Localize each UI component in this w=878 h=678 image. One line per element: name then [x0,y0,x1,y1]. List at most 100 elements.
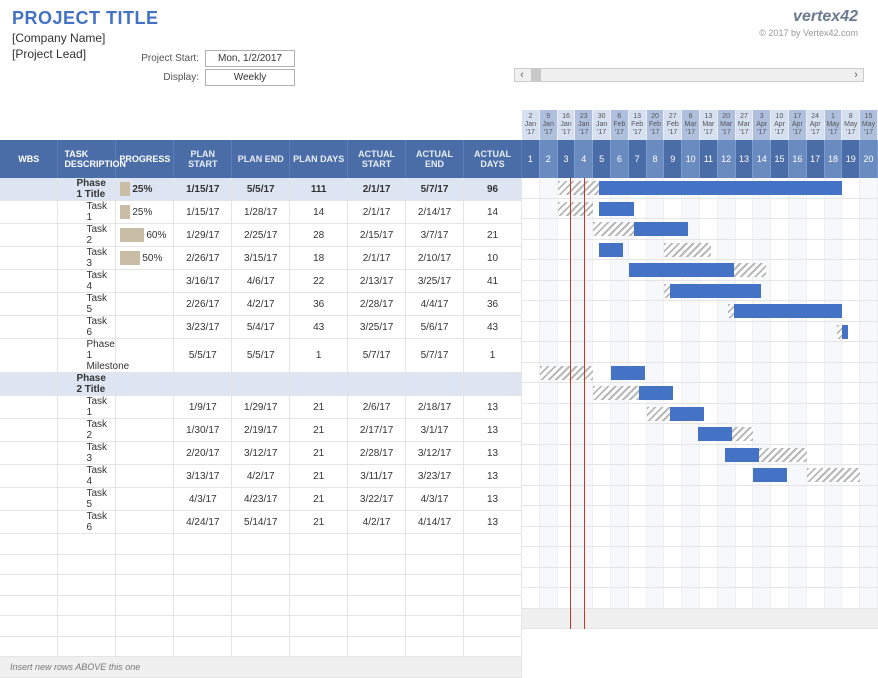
task-row[interactable]: Task 260%1/29/172/25/17282/15/173/7/1721 [0,224,522,247]
empty-row[interactable] [0,595,522,616]
col-wbs: WBS [0,140,58,178]
gantt-row [522,342,878,363]
timeline-week-cell: 1 [522,140,540,178]
gantt-row [522,383,878,404]
gantt-row [522,178,878,199]
plan-bar [753,448,806,462]
task-row[interactable]: Task 125%1/15/171/28/17142/1/172/14/1714 [0,201,522,224]
task-row[interactable]: Task 43/13/174/2/17213/11/173/23/1713 [0,465,522,488]
timeline-date-cell: 16Jan'17 [558,110,576,140]
empty-row[interactable] [0,616,522,637]
project-start-label: Project Start: [130,53,205,64]
timeline-week-cell: 9 [664,140,682,178]
timeline-date-cell: 30Jan'17 [593,110,611,140]
phase-row[interactable]: Phase 2 Title [0,373,522,396]
timeline-date-cell: 23Jan'17 [575,110,593,140]
timeline-date-cell: 27Mar'17 [736,110,754,140]
timeline-date-cell: 9Jan'17 [540,110,558,140]
actual-bar [670,407,704,421]
actual-bar [725,448,759,462]
timeline-week-cell: 5 [593,140,611,178]
col-plan-end: PLAN END [232,140,290,178]
actual-bar [734,304,843,318]
scroll-left-icon[interactable]: ‹ [515,69,529,81]
gantt-row [522,301,878,322]
gantt-row [522,404,878,425]
scroll-thumb[interactable] [531,69,541,81]
actual-bar [611,366,645,380]
col-actual-days: ACTUAL DAYS [464,140,522,178]
timeline-week-cell: 17 [807,140,825,178]
display-select[interactable]: Weekly [205,69,295,86]
actual-bar [599,202,635,216]
today-marker-line-1 [570,178,571,629]
timeline-date-cell: 10Apr'17 [771,110,789,140]
actual-bar [629,263,734,277]
scroll-right-icon[interactable]: › [849,69,863,81]
actual-bar [634,222,687,236]
insert-rows-note: Insert new rows ABOVE this one [0,657,522,678]
gantt-row [522,260,878,281]
timeline-week-cell: 12 [718,140,736,178]
actual-bar [698,427,732,441]
timeline-date-cell: 15May'17 [860,110,878,140]
project-start-input[interactable]: Mon, 1/2/2017 [205,50,295,67]
timeline-week-cell: 11 [700,140,718,178]
actual-bar [842,325,847,339]
timeline-date-cell: 13Feb'17 [629,110,647,140]
timeline-week-cell: 4 [575,140,593,178]
timeline-date-cell: 1May'17 [825,110,843,140]
timeline-week-cell: 7 [629,140,647,178]
gantt-row [522,199,878,220]
task-row[interactable]: Phase 1 Milestone5/5/175/5/1715/7/175/7/… [0,339,522,373]
phase-row[interactable]: Phase 1 Title25%1/15/175/5/171112/1/175/… [0,178,522,201]
task-row[interactable]: Task 54/3/174/23/17213/22/174/3/1713 [0,488,522,511]
task-row[interactable]: Task 64/24/175/14/17214/2/174/14/1713 [0,511,522,534]
plan-bar [558,202,594,216]
col-actual-end: ACTUAL END [406,140,464,178]
col-plan-days: PLAN DAYS [290,140,348,178]
company-name: [Company Name] [12,31,866,45]
timeline-week-cell: 14 [753,140,771,178]
gantt-row [522,465,878,486]
timeline-week-cell: 8 [647,140,665,178]
empty-row[interactable] [0,554,522,575]
project-title: PROJECT TITLE [12,8,866,29]
gantt-row [522,240,878,261]
task-row[interactable]: Task 21/30/172/19/17212/17/173/1/1713 [0,419,522,442]
timeline-date-cell: 20Mar'17 [718,110,736,140]
actual-bar [670,284,761,298]
timeline-week-cell: 3 [558,140,576,178]
col-progress: PROGRESS [116,140,174,178]
copyright-text: © 2017 by Vertex42.com [759,28,858,38]
task-row[interactable]: Task 350%2/26/173/15/17182/1/172/10/1710 [0,247,522,270]
timeline-week-cell: 20 [860,140,878,178]
timeline-scrollbar[interactable]: ‹ › [514,68,864,82]
timeline-week-cell: 13 [736,140,754,178]
today-marker-line-2 [584,178,585,629]
empty-row[interactable] [0,575,522,596]
plan-bar [540,366,593,380]
timeline-date-cell: 20Feb'17 [647,110,665,140]
column-header-row: WBS TASK DESCRIPTION PROGRESS PLAN START… [0,140,522,178]
empty-row[interactable] [0,534,522,555]
task-row[interactable]: Task 52/26/174/2/17362/28/174/4/1736 [0,293,522,316]
gantt-row [522,424,878,445]
task-row[interactable]: Task 32/20/173/12/17212/28/173/12/1713 [0,442,522,465]
timeline-week-cell: 10 [682,140,700,178]
task-row[interactable]: Task 43/16/174/6/17222/13/173/25/1741 [0,270,522,293]
gantt-row [522,445,878,466]
gantt-row [522,219,878,240]
timeline-date-cell: 6Feb'17 [611,110,629,140]
timeline-week-cell: 19 [842,140,860,178]
task-row[interactable]: Task 63/23/175/4/17433/25/175/6/1743 [0,316,522,339]
timeline-date-cell: 13Mar'17 [700,110,718,140]
empty-row[interactable] [0,636,522,657]
col-plan-start: PLAN START [174,140,232,178]
plan-bar [664,243,710,257]
actual-bar [599,243,624,257]
timeline-date-cell: 27Feb'17 [664,110,682,140]
gantt-chart-area [522,178,878,629]
plan-bar [807,468,860,482]
task-row[interactable]: Task 11/9/171/29/17212/6/172/18/1713 [0,396,522,419]
